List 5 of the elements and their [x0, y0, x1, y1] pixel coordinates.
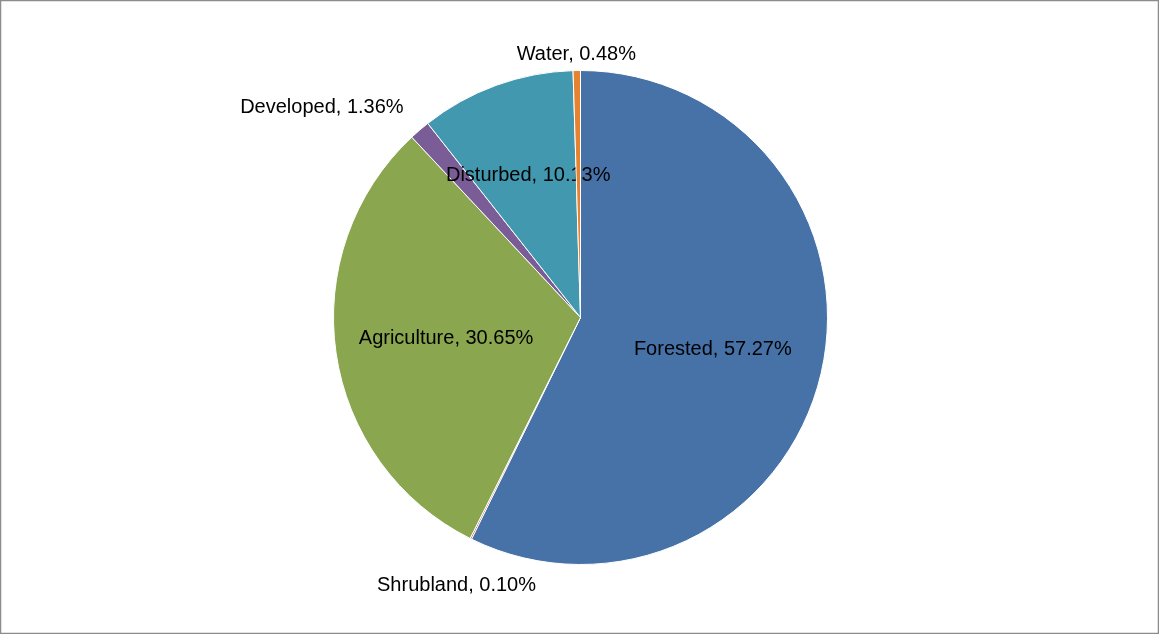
slice-label: Developed, 1.36%: [240, 94, 404, 117]
slice-label: Agriculture, 30.65%: [358, 326, 534, 349]
slice-label: Water, 0.48%: [516, 42, 637, 65]
slice-label: Forested, 57.27%: [633, 337, 792, 360]
slice-label: Shrubland, 0.10%: [377, 573, 537, 596]
